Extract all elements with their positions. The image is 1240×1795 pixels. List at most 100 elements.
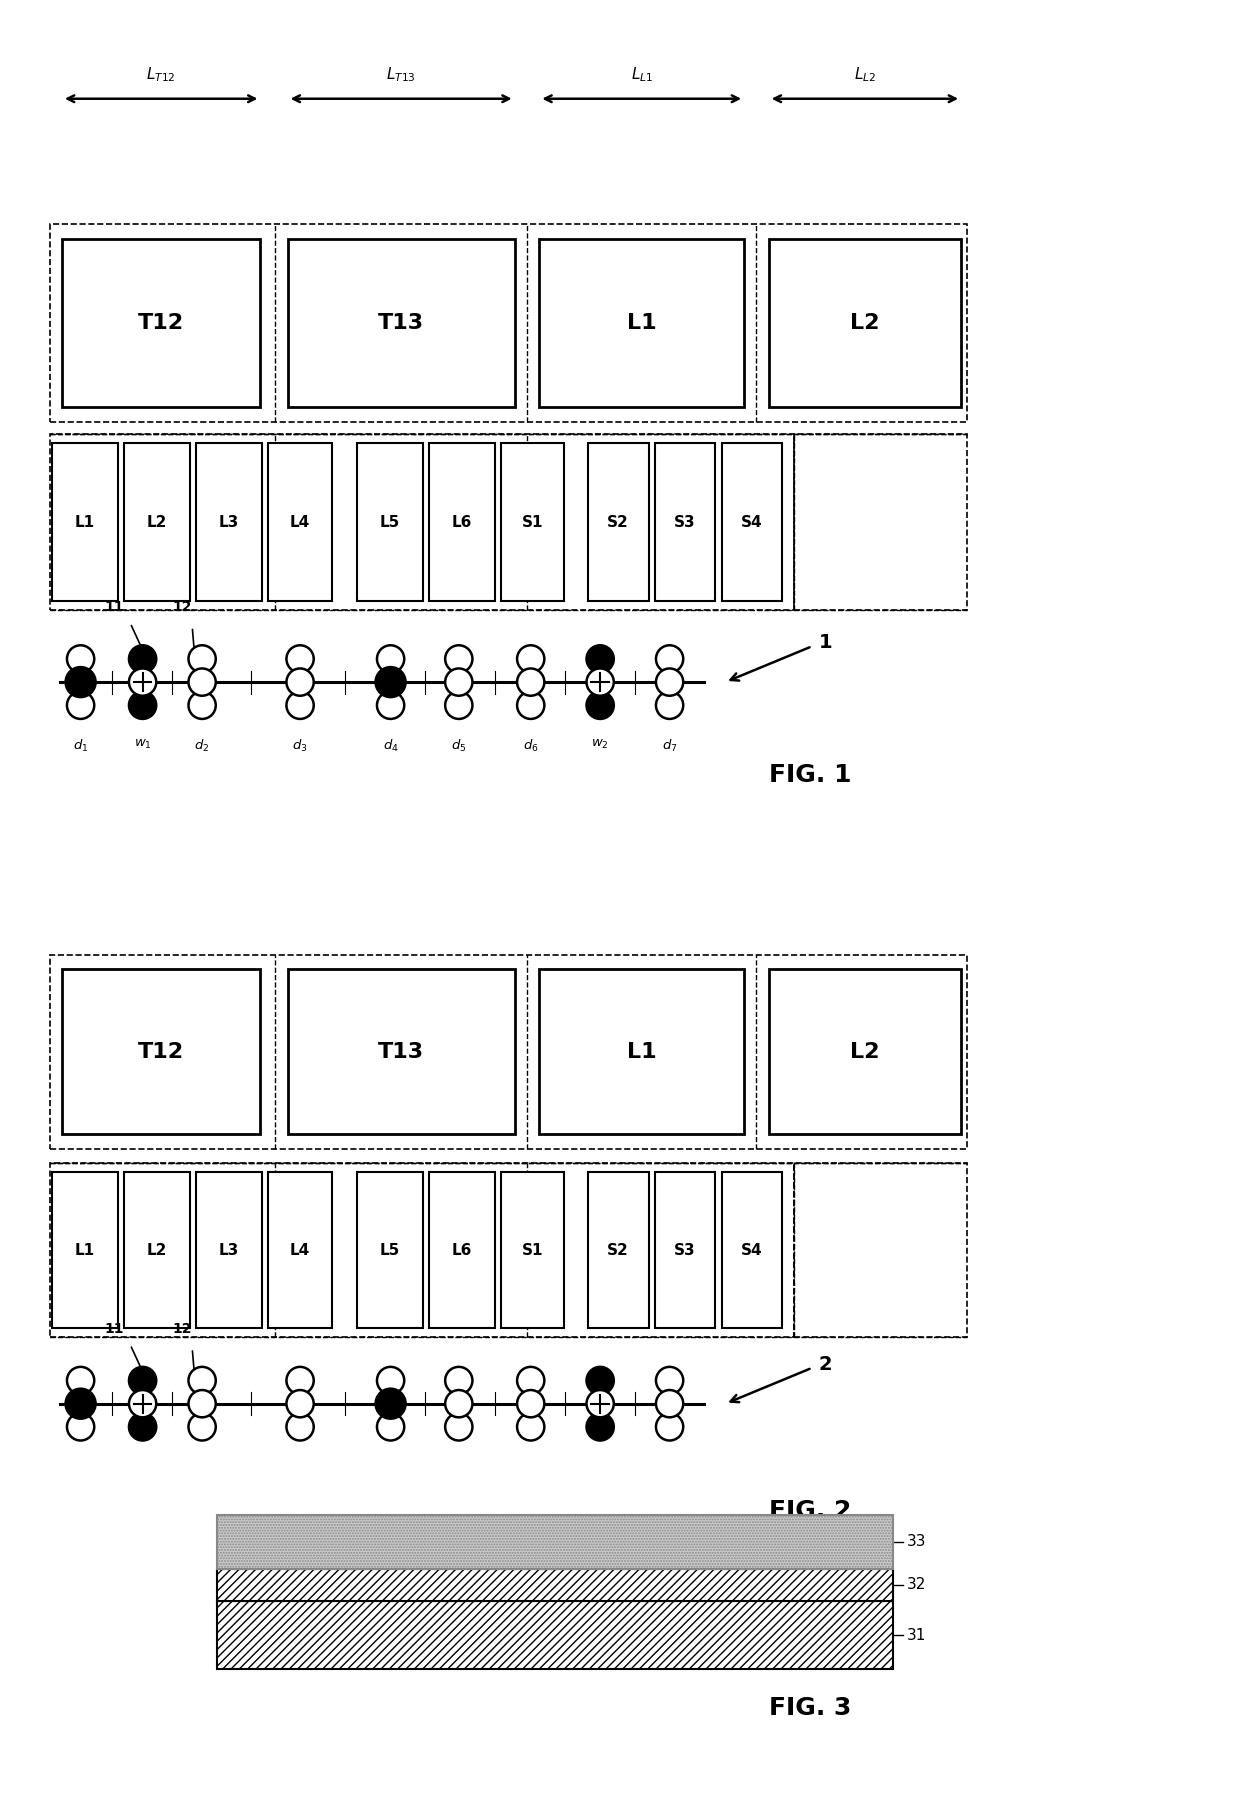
Text: $w_1$: $w_1$ — [134, 738, 151, 750]
Text: $d_1$: $d_1$ — [73, 738, 88, 754]
Text: L1: L1 — [627, 1041, 656, 1063]
Text: L3: L3 — [218, 515, 239, 530]
Bar — [769, 239, 961, 407]
Ellipse shape — [377, 644, 404, 673]
Text: $L_{T13}$: $L_{T13}$ — [387, 66, 415, 84]
Bar — [539, 239, 744, 407]
Bar — [501, 443, 564, 601]
Bar — [217, 1569, 893, 1601]
Ellipse shape — [377, 1366, 404, 1395]
Text: S3: S3 — [675, 515, 696, 530]
Bar — [217, 1515, 893, 1569]
Text: 11: 11 — [104, 600, 124, 614]
Bar — [429, 443, 495, 601]
Text: L1: L1 — [74, 1242, 95, 1258]
Ellipse shape — [656, 691, 683, 720]
Ellipse shape — [587, 691, 614, 720]
Ellipse shape — [517, 644, 544, 673]
Text: L3: L3 — [218, 1242, 239, 1258]
Text: $L_{T12}$: $L_{T12}$ — [146, 66, 176, 84]
Text: L2: L2 — [851, 312, 879, 334]
Text: $d_6$: $d_6$ — [523, 738, 538, 754]
Text: L6: L6 — [451, 1242, 472, 1258]
Text: 33: 33 — [906, 1535, 926, 1549]
Text: S1: S1 — [522, 515, 543, 530]
Ellipse shape — [587, 1413, 614, 1441]
Ellipse shape — [188, 691, 216, 720]
Bar — [50, 434, 794, 610]
Ellipse shape — [129, 644, 156, 673]
Bar — [52, 443, 118, 601]
Ellipse shape — [286, 691, 314, 720]
Ellipse shape — [286, 1413, 314, 1441]
Bar — [539, 969, 744, 1134]
Text: T13: T13 — [378, 1041, 424, 1063]
Ellipse shape — [129, 691, 156, 720]
Text: S2: S2 — [608, 1242, 629, 1258]
Bar — [268, 1172, 332, 1328]
Bar — [124, 1172, 190, 1328]
Ellipse shape — [517, 1366, 544, 1395]
Text: FIG. 2: FIG. 2 — [769, 1499, 851, 1522]
Text: S3: S3 — [675, 1242, 696, 1258]
Text: L1: L1 — [627, 312, 656, 334]
Ellipse shape — [376, 1389, 405, 1418]
Ellipse shape — [445, 668, 472, 696]
Bar — [429, 1172, 495, 1328]
Text: L2: L2 — [851, 1041, 879, 1063]
Text: $d_5$: $d_5$ — [451, 738, 466, 754]
Ellipse shape — [67, 691, 94, 720]
Text: 12: 12 — [172, 600, 192, 614]
Ellipse shape — [587, 1389, 614, 1418]
Ellipse shape — [587, 644, 614, 673]
Ellipse shape — [129, 1366, 156, 1395]
Bar — [50, 1163, 794, 1337]
Ellipse shape — [656, 1389, 683, 1418]
Ellipse shape — [66, 668, 95, 696]
Bar — [62, 969, 260, 1134]
Bar — [62, 239, 260, 407]
Ellipse shape — [517, 691, 544, 720]
Text: 2: 2 — [818, 1355, 832, 1373]
Text: $d_3$: $d_3$ — [293, 738, 308, 754]
Ellipse shape — [445, 644, 472, 673]
Text: 32: 32 — [906, 1578, 926, 1592]
Bar — [288, 239, 515, 407]
Text: L5: L5 — [379, 515, 401, 530]
Bar — [588, 443, 649, 601]
Bar — [50, 955, 967, 1149]
Bar — [588, 1172, 649, 1328]
Ellipse shape — [67, 1413, 94, 1441]
Ellipse shape — [129, 1389, 156, 1418]
Bar — [769, 969, 961, 1134]
Ellipse shape — [129, 1413, 156, 1441]
Ellipse shape — [67, 1366, 94, 1395]
Ellipse shape — [517, 1413, 544, 1441]
Bar — [722, 443, 782, 601]
Text: S1: S1 — [522, 1242, 543, 1258]
Ellipse shape — [656, 1366, 683, 1395]
Text: T12: T12 — [138, 1041, 185, 1063]
Ellipse shape — [377, 1413, 404, 1441]
Text: FIG. 3: FIG. 3 — [769, 1696, 851, 1720]
Ellipse shape — [587, 668, 614, 696]
Text: L5: L5 — [379, 1242, 401, 1258]
Ellipse shape — [656, 644, 683, 673]
Ellipse shape — [445, 1366, 472, 1395]
Bar — [52, 1172, 118, 1328]
Bar — [501, 1172, 564, 1328]
Ellipse shape — [517, 1389, 544, 1418]
Text: L1: L1 — [74, 515, 95, 530]
Text: S4: S4 — [742, 1242, 763, 1258]
Ellipse shape — [129, 668, 156, 696]
Bar — [357, 1172, 423, 1328]
Text: S2: S2 — [608, 515, 629, 530]
Ellipse shape — [376, 668, 405, 696]
Text: $L_{L2}$: $L_{L2}$ — [854, 66, 875, 84]
Bar — [357, 443, 423, 601]
Text: $d_2$: $d_2$ — [195, 738, 210, 754]
Text: 31: 31 — [906, 1628, 926, 1642]
Bar — [655, 443, 715, 601]
Text: 11: 11 — [104, 1321, 124, 1335]
Ellipse shape — [188, 668, 216, 696]
